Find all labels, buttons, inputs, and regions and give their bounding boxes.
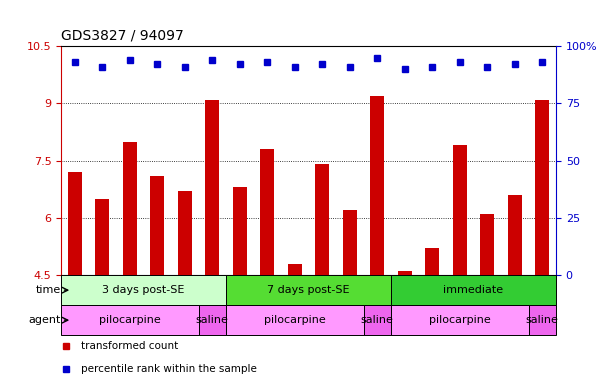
Text: agent: agent [29, 315, 61, 325]
Bar [178, 191, 192, 275]
Text: percentile rank within the sample: percentile rank within the sample [81, 364, 257, 374]
Bar [480, 214, 494, 275]
Text: pilocarpine: pilocarpine [99, 315, 161, 325]
Text: pilocarpine: pilocarpine [429, 315, 491, 325]
Bar [529, 305, 556, 335]
Bar [68, 172, 82, 275]
Text: time: time [36, 285, 61, 295]
Bar [343, 210, 357, 275]
Bar [425, 248, 439, 275]
Bar [370, 96, 384, 275]
Text: saline: saline [526, 315, 558, 325]
Text: saline: saline [361, 315, 393, 325]
Text: saline: saline [196, 315, 229, 325]
Bar [61, 275, 226, 305]
Bar [205, 99, 219, 275]
Bar [453, 146, 467, 275]
Bar [226, 275, 391, 305]
Text: immediate: immediate [444, 285, 503, 295]
Bar [315, 164, 329, 275]
Bar [391, 275, 556, 305]
Bar [398, 271, 412, 275]
Text: transformed count: transformed count [81, 341, 178, 351]
Bar [364, 305, 391, 335]
Text: GDS3827 / 94097: GDS3827 / 94097 [61, 28, 184, 42]
Text: 7 days post-SE: 7 days post-SE [267, 285, 350, 295]
Bar [61, 305, 199, 335]
Bar [226, 305, 364, 335]
Bar [233, 187, 247, 275]
Bar [260, 149, 274, 275]
Bar [508, 195, 522, 275]
Bar [199, 305, 226, 335]
Bar [288, 264, 302, 275]
Bar [95, 199, 109, 275]
Bar [150, 176, 164, 275]
Bar [535, 99, 549, 275]
Bar [391, 305, 529, 335]
Text: 3 days post-SE: 3 days post-SE [103, 285, 185, 295]
Bar [123, 142, 137, 275]
Text: pilocarpine: pilocarpine [264, 315, 326, 325]
